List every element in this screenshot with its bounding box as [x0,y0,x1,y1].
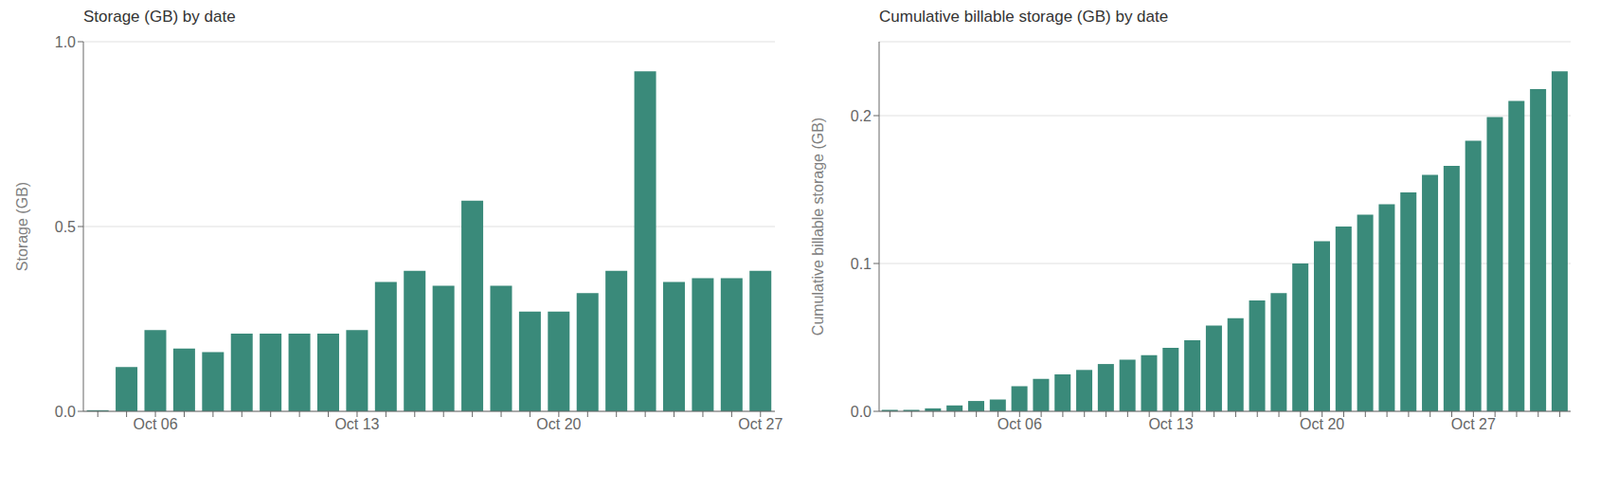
svg-text:Oct 06: Oct 06 [997,415,1043,432]
svg-text:0.0: 0.0 [850,403,872,420]
svg-text:Cumulative billable storage (G: Cumulative billable storage (GB) [809,117,827,336]
html-text:Storage (GB) by date: Storage (GB) by date [83,7,236,26]
svg-text:1.0: 1.0 [54,34,76,51]
svg-text:Oct 27: Oct 27 [737,415,783,432]
svg-text:Oct 20: Oct 20 [536,415,581,432]
svg-text:Oct 27: Oct 27 [1451,415,1496,432]
svg-text:0.5: 0.5 [54,218,76,235]
svg-text:Oct 13: Oct 13 [334,415,379,432]
svg-text:Storage (GB): Storage (GB) [14,181,31,271]
svg-text:0.1: 0.1 [850,255,872,272]
svg-text:0.0: 0.0 [54,403,76,420]
svg-text:0.2: 0.2 [850,107,872,125]
svg-text:Oct 06: Oct 06 [132,415,178,432]
svg-text:Oct 20: Oct 20 [1299,415,1345,432]
html-text:Cumulative billable storage (G: Cumulative billable storage (GB) by date [879,7,1169,26]
svg-text:Oct 13: Oct 13 [1148,415,1193,432]
